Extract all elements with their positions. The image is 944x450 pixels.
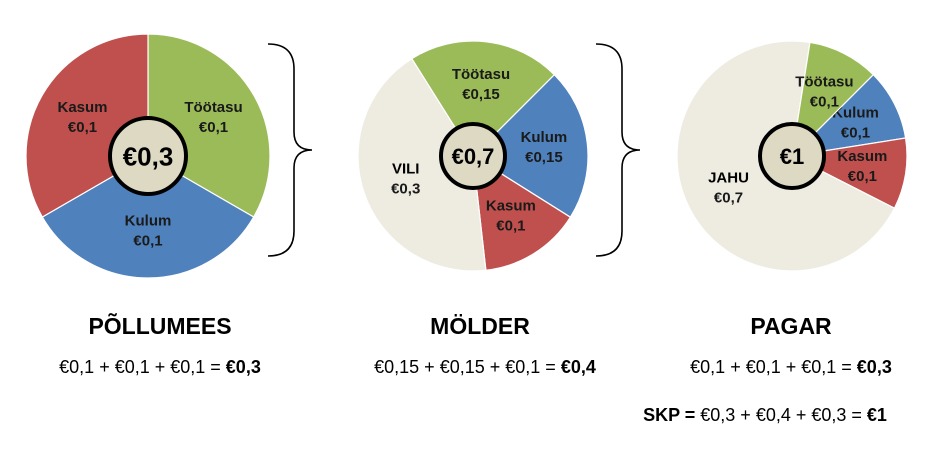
pie-center-label: €1 [780,144,804,169]
gdp-formula: SKP = €0,3 + €0,4 + €0,3 = €1 [643,405,887,425]
pie-chart-0: Töötasu €0,1 Kulum €0,1 Kasum €0,1 €0,3 [25,33,271,279]
slice-value-label: €0,7 [714,189,743,206]
chart-title-pagar: PAGAR [750,313,832,339]
slice-value-label: €0,3 [391,181,420,198]
slice-name-label: Kasum [57,99,107,116]
pie-center-label: €0,7 [452,144,495,169]
curly-brace-2 [595,43,641,257]
slice-value-label: €0,1 [810,94,839,111]
chart-title-molder: MÖLDER [430,313,530,339]
pie-slice-t-tasu [410,40,556,157]
slice-value-label: €0,1 [133,233,162,250]
slice-value-label: €0,1 [68,119,97,136]
slice-name-label: Kasum [837,148,887,165]
slice-name-label: Kulum [521,129,568,146]
formula-molder: €0,15 + €0,15 + €0,1 = €0,4 [374,357,596,377]
pie-chart-1: Kulum €0,15 Kasum €0,1 VILI €0,3 Töötasu €0,15 €… [357,40,589,272]
slice-value-label: €0,15 [525,149,563,166]
slice-name-label: Töötasu [452,66,510,83]
slice-value-label: €0,15 [462,86,500,103]
pie-slice-kulum [472,73,589,219]
chart-title-pollumees: PÕLLUMEES [88,313,232,339]
pie-slice-vili [357,57,487,272]
pie-slice-kulum [790,73,907,157]
pie-center-circle [108,116,188,196]
slice-name-label: Kulum [125,213,172,230]
formula-pollumees: €0,1 + €0,1 + €0,1 = €0,3 [59,357,261,377]
slice-name-label: Töötasu [184,99,242,116]
slice-name-label: VILI [392,161,420,178]
slice-name-label: Kulum [832,105,879,122]
slice-name-label: Kasum [486,197,536,214]
slice-name-label: Töötasu [795,74,853,91]
formula-pagar: €0,1 + €0,1 + €0,1 = €0,3 [690,357,892,377]
slice-value-label: €0,1 [848,168,877,185]
slice-name-label: JAHU [708,169,749,186]
slice-value-label: €0,1 [496,217,525,234]
pie-slice-kasum [472,154,572,271]
pie-center-circle [758,122,826,190]
pie-center-circle [439,122,507,190]
pie-slice-t-tasu [791,41,875,158]
slice-value-label: €0,1 [841,125,870,142]
pie-center-label: €0,3 [123,141,174,171]
slice-value-label: €0,1 [199,119,228,136]
curly-brace-1 [267,43,313,257]
